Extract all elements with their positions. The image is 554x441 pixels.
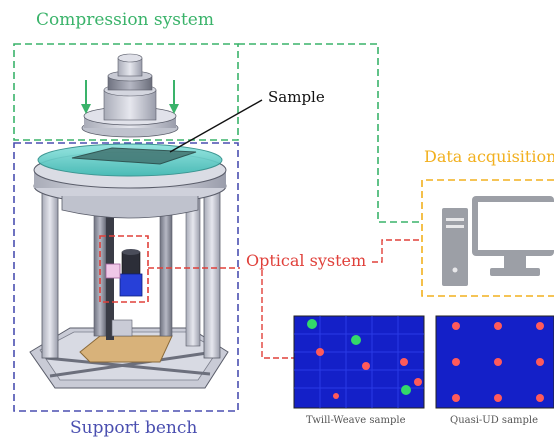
sample-pointer: [169, 99, 263, 153]
twill-weave-image: [293, 315, 425, 409]
column-left: [41, 191, 59, 359]
column-back-right: [159, 195, 173, 337]
data-acquisition-region: [421, 179, 554, 297]
support-bench-label: Support bench: [70, 418, 198, 438]
support-region: [13, 142, 239, 412]
twill-weave-caption: Twill-Weave sample: [306, 415, 406, 426]
column-center: [185, 195, 201, 347]
arrow-down-icon: [81, 80, 179, 114]
camera-body: [119, 273, 143, 297]
camera-lens: [121, 251, 141, 275]
quasi-ud-caption: Quasi-UD sample: [450, 415, 539, 426]
sample-images-connector: [261, 270, 294, 359]
optical-region: [99, 235, 149, 303]
sample-sheet: [71, 147, 197, 165]
optical-system-label: Optical system: [246, 251, 367, 270]
sample-label: Sample: [268, 88, 325, 106]
data-acquisition-label: Data acquisition: [424, 147, 554, 166]
computer-icon: [442, 196, 554, 286]
compression-system-label: Compression system: [36, 10, 214, 30]
compression-connector: [238, 43, 422, 223]
compression-region: [13, 43, 239, 141]
column-right: [203, 191, 221, 359]
quasi-ud-image: [435, 315, 554, 409]
camera-stage: [79, 335, 173, 363]
